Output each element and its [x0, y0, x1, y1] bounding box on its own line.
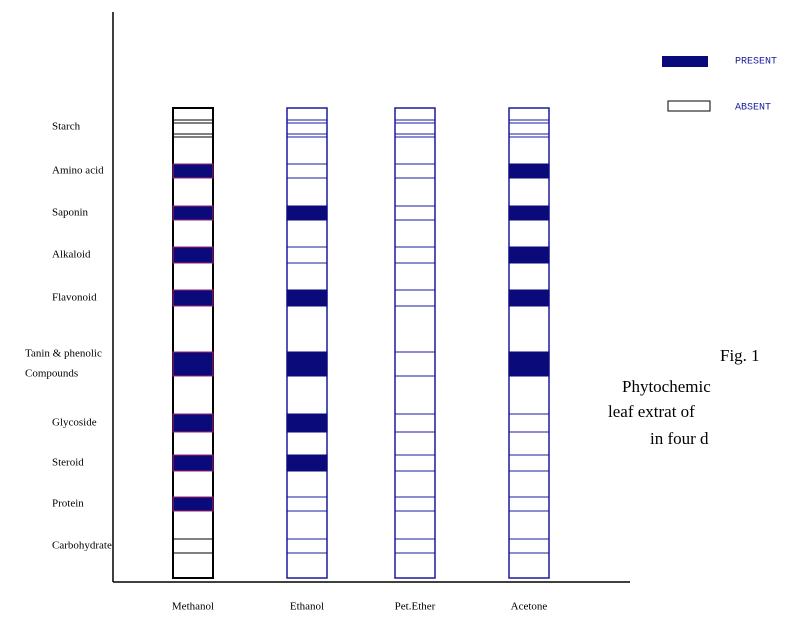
present-band [508, 163, 550, 179]
row-label: Glycoside [52, 417, 97, 429]
row-label: Compounds [25, 368, 78, 380]
absent-band [394, 496, 436, 512]
row-label: Carbohydrate [52, 540, 112, 552]
column-outline [508, 107, 550, 579]
present-band [286, 413, 328, 433]
absent-band [286, 246, 328, 264]
absent-band [286, 496, 328, 512]
column-outline [286, 107, 328, 579]
absent-band [394, 351, 436, 377]
present-band [172, 163, 214, 179]
caption-line: Fig. 1 [720, 346, 760, 365]
absent-band [286, 163, 328, 179]
present-band [286, 205, 328, 221]
caption-line: Phytochemic [622, 377, 711, 396]
legend-present-swatch [662, 56, 708, 67]
absent-band [394, 413, 436, 433]
legend-absent-swatch [667, 100, 711, 112]
column-outline [394, 107, 436, 579]
present-band [286, 351, 328, 377]
present-band [172, 289, 214, 307]
absent-band [508, 119, 550, 135]
present-band [508, 289, 550, 307]
row-label: Flavonoid [52, 292, 97, 304]
present-band [508, 205, 550, 221]
row-label: Tanin & phenolic [25, 348, 102, 360]
caption-line: leaf extrat of [608, 402, 695, 421]
present-band [286, 289, 328, 307]
absent-band [508, 496, 550, 512]
absent-band [394, 289, 436, 307]
present-band [508, 351, 550, 377]
absent-band [286, 119, 328, 135]
present-band [172, 454, 214, 472]
present-band [172, 205, 214, 221]
present-band [172, 351, 214, 377]
column-label: Pet.Ether [395, 601, 436, 613]
row-label: Steroid [52, 457, 84, 469]
present-band [172, 496, 214, 512]
present-band [286, 454, 328, 472]
absent-band [172, 538, 214, 554]
column-label: Methanol [172, 601, 214, 613]
row-label: Alkaloid [52, 249, 91, 261]
column-outline [172, 107, 214, 579]
legend-present: PRESENT [735, 57, 777, 68]
column-label: Acetone [511, 601, 548, 613]
absent-band [394, 119, 436, 135]
absent-band [286, 538, 328, 554]
legend-absent: ABSENT [735, 103, 771, 114]
row-label: Starch [52, 121, 81, 133]
row-label: Protein [52, 498, 84, 510]
absent-band [172, 119, 214, 135]
absent-band [394, 246, 436, 264]
column-label: Ethanol [290, 601, 324, 613]
absent-band [394, 163, 436, 179]
absent-band [508, 538, 550, 554]
absent-band [508, 413, 550, 433]
absent-band [508, 454, 550, 472]
present-band [508, 246, 550, 264]
row-label: Amino acid [52, 165, 104, 177]
present-band [172, 246, 214, 264]
present-band [172, 413, 214, 433]
absent-band [394, 205, 436, 221]
caption-line: in four d [650, 429, 709, 448]
absent-band [394, 538, 436, 554]
absent-band [394, 454, 436, 472]
row-label: Saponin [52, 207, 89, 219]
